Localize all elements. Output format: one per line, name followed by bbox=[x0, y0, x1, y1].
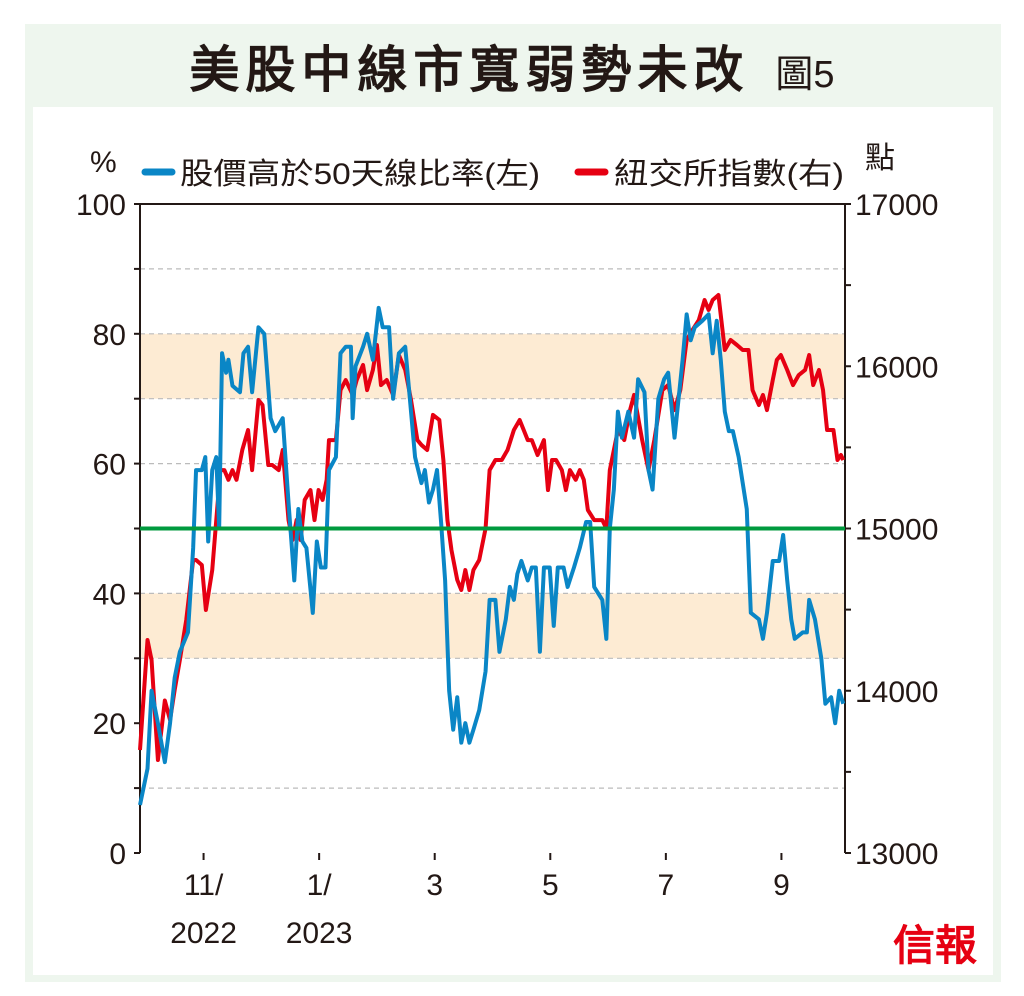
legend: % 股價高於50天線比率(左) 紐交所指數(右) 點 bbox=[90, 142, 895, 191]
left-tick-label: 100 bbox=[76, 189, 126, 222]
right-tick-label: 15000 bbox=[855, 514, 938, 547]
x-tick-label: 7 bbox=[658, 869, 675, 902]
left-tick-label: 20 bbox=[93, 708, 126, 741]
legend-label-index: 紐交所指數(右) bbox=[614, 158, 844, 191]
x-tick-year: 2022 bbox=[170, 917, 237, 950]
legend-label-breadth: 股價高於50天線比率(左) bbox=[180, 158, 540, 191]
breadth-line bbox=[138, 305, 846, 806]
index-line bbox=[138, 293, 846, 763]
left-tick-label: 80 bbox=[93, 319, 126, 352]
left-tick-label: 40 bbox=[93, 578, 126, 611]
x-tick-label: 5 bbox=[542, 869, 559, 902]
right-unit-label: 點 bbox=[865, 142, 895, 175]
right-tick-label: 14000 bbox=[855, 676, 938, 709]
xinbao-logo: 信報 bbox=[893, 921, 978, 970]
chart-title: 美股中線市寬弱勢未改 圖5 bbox=[0, 30, 1024, 102]
right-tick-label: 17000 bbox=[855, 189, 938, 222]
left-unit-label: % bbox=[90, 146, 117, 179]
x-tick-label: 11/ bbox=[184, 869, 224, 902]
x-tick-label: 1/ bbox=[307, 869, 333, 902]
shaded-band bbox=[140, 333, 845, 399]
title-text: 美股中線市寬弱勢未改 bbox=[189, 42, 750, 98]
figure-label: 圖5 bbox=[775, 54, 835, 96]
x-tick-label: 3 bbox=[426, 869, 443, 902]
x-tick-year: 2023 bbox=[286, 917, 353, 950]
left-tick-label: 60 bbox=[93, 449, 126, 482]
right-tick-label: 16000 bbox=[855, 351, 938, 384]
x-tick-label: 9 bbox=[773, 869, 790, 902]
shaded-band bbox=[140, 593, 845, 659]
right-tick-label: 13000 bbox=[855, 838, 938, 871]
left-tick-label: 0 bbox=[109, 838, 126, 871]
